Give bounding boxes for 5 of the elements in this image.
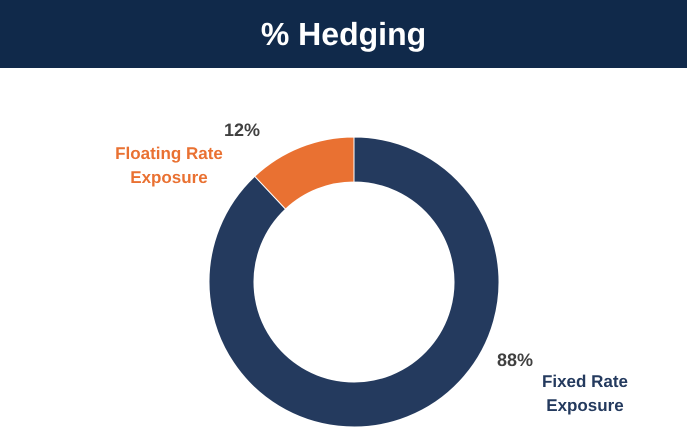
slice-label: Floating Rate Exposure bbox=[115, 144, 223, 187]
data-label: 88% bbox=[496, 350, 534, 370]
slice-label: Fixed Rate Exposure bbox=[542, 372, 628, 415]
data-label: 12% bbox=[224, 120, 260, 140]
chart-title: % Hedging bbox=[0, 0, 687, 68]
